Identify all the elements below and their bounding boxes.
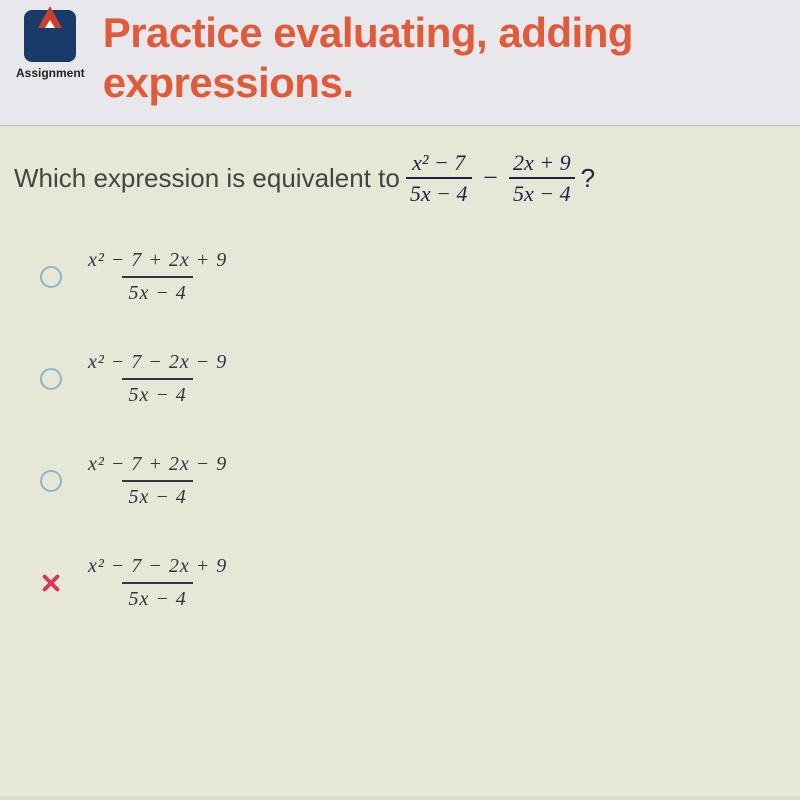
- wrong-x-icon: [40, 572, 62, 594]
- radio-unselected-icon[interactable]: [40, 266, 62, 288]
- option-3[interactable]: x² − 7 + 2x − 9 5x − 4: [40, 452, 786, 510]
- fraction-numerator: x² − 7 − 2x + 9: [82, 554, 233, 582]
- option-expression: x² − 7 − 2x + 9 5x − 4: [82, 554, 233, 612]
- fraction-denominator: 5x − 4: [122, 276, 192, 306]
- option-4[interactable]: x² − 7 − 2x + 9 5x − 4: [40, 554, 786, 612]
- question-text: Which expression is equivalent to x² − 7…: [14, 150, 786, 207]
- option-expression: x² − 7 + 2x + 9 5x − 4: [82, 248, 233, 306]
- option-2[interactable]: x² − 7 − 2x − 9 5x − 4: [40, 350, 786, 408]
- options-list: x² − 7 + 2x + 9 5x − 4 x² − 7 − 2x − 9 5…: [14, 248, 786, 612]
- fraction-denominator: 5x − 4: [509, 177, 575, 206]
- fraction-denominator: 5x − 4: [122, 582, 192, 612]
- pencil-logo-icon: [24, 10, 76, 62]
- question-prefix: Which expression is equivalent to: [14, 163, 400, 194]
- fraction-numerator: 2x + 9: [509, 150, 575, 177]
- fraction-numerator: x² − 7: [408, 150, 469, 177]
- question-mark: ?: [581, 163, 595, 194]
- fraction-denominator: 5x − 4: [122, 378, 192, 408]
- option-1[interactable]: x² − 7 + 2x + 9 5x − 4: [40, 248, 786, 306]
- fraction-denominator: 5x − 4: [406, 177, 472, 206]
- header-title: Practice evaluating, adding expressions.: [103, 8, 784, 109]
- question-fraction-2: 2x + 9 5x − 4: [509, 150, 575, 207]
- minus-operator: −: [482, 163, 500, 193]
- question-panel: Which expression is equivalent to x² − 7…: [0, 126, 800, 796]
- radio-unselected-icon[interactable]: [40, 368, 62, 390]
- fraction-numerator: x² − 7 + 2x − 9: [82, 452, 233, 480]
- app-header: Assignment Practice evaluating, adding e…: [0, 0, 800, 126]
- option-expression: x² − 7 − 2x − 9 5x − 4: [82, 350, 233, 408]
- radio-unselected-icon[interactable]: [40, 470, 62, 492]
- assignment-label: Assignment: [16, 66, 85, 80]
- fraction-numerator: x² − 7 − 2x − 9: [82, 350, 233, 378]
- assignment-logo-block: Assignment: [16, 10, 85, 80]
- fraction-denominator: 5x − 4: [122, 480, 192, 510]
- fraction-numerator: x² − 7 + 2x + 9: [82, 248, 233, 276]
- option-expression: x² − 7 + 2x − 9 5x − 4: [82, 452, 233, 510]
- question-fraction-1: x² − 7 5x − 4: [406, 150, 472, 207]
